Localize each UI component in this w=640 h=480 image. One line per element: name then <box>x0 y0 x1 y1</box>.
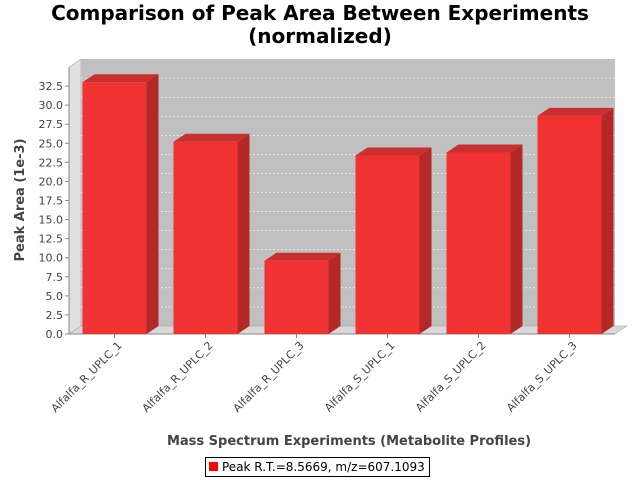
bar-top <box>264 252 341 261</box>
bar-side <box>237 133 250 334</box>
y-tick-label: 10.0 <box>39 252 64 265</box>
bar <box>537 115 602 334</box>
bar-top <box>355 147 432 156</box>
y-tick-label: 22.5 <box>39 156 64 169</box>
y-tick-label: 15.0 <box>39 214 64 227</box>
x-tick-label: Alfalfa_S_UPLC_1 <box>322 339 398 415</box>
bar-top <box>537 107 614 116</box>
legend-label: Peak R.T.=8.5669, m/z=607.1093 <box>222 460 425 474</box>
y-tick-label: 7.5 <box>46 271 64 284</box>
chart-title-line2: (normalized) <box>248 24 392 48</box>
bar <box>82 82 147 334</box>
legend: Peak R.T.=8.5669, m/z=607.1093 <box>205 457 430 477</box>
bar-top <box>82 74 159 83</box>
bar-side <box>419 147 432 334</box>
y-tick-label: 20.0 <box>39 175 64 188</box>
y-tick-label: 30.0 <box>39 99 64 112</box>
x-tick-label: Alfalfa_R_UPLC_2 <box>140 339 216 415</box>
y-tick-label: 25.0 <box>39 137 64 150</box>
x-tick-label: Alfalfa_R_UPLC_3 <box>231 339 307 415</box>
legend-swatch <box>209 462 218 471</box>
y-tick-label: 27.5 <box>39 118 64 131</box>
x-tick-label: Alfalfa_S_UPLC_3 <box>504 339 580 415</box>
bar-top <box>173 133 250 142</box>
bar <box>173 141 238 334</box>
x-axis-label: Mass Spectrum Experiments (Metabolite Pr… <box>167 434 531 449</box>
y-axis-label: Peak Area (1e-3) <box>13 138 28 261</box>
y-tick-label: 0.0 <box>46 328 64 341</box>
plot-left-wall <box>68 58 82 335</box>
bar-side <box>601 107 614 334</box>
bar <box>355 155 420 334</box>
bar <box>264 260 329 334</box>
x-tick-label: Alfalfa_R_UPLC_1 <box>49 339 125 415</box>
y-tick-label: 5.0 <box>46 290 64 303</box>
x-tick-label: Alfalfa_S_UPLC_2 <box>413 339 489 415</box>
bar-side <box>146 74 159 334</box>
bar-side <box>510 144 523 334</box>
bar-side <box>328 252 341 334</box>
bar-top <box>446 144 523 153</box>
bar <box>446 152 511 334</box>
chart-title-line1: Comparison of Peak Area Between Experime… <box>51 1 589 25</box>
chart-title: Comparison of Peak Area Between Experime… <box>0 2 640 48</box>
y-tick-label: 2.5 <box>46 309 64 322</box>
y-tick-label: 12.5 <box>39 233 64 246</box>
y-tick-label: 17.5 <box>39 195 64 208</box>
y-tick-label: 32.5 <box>39 80 64 93</box>
